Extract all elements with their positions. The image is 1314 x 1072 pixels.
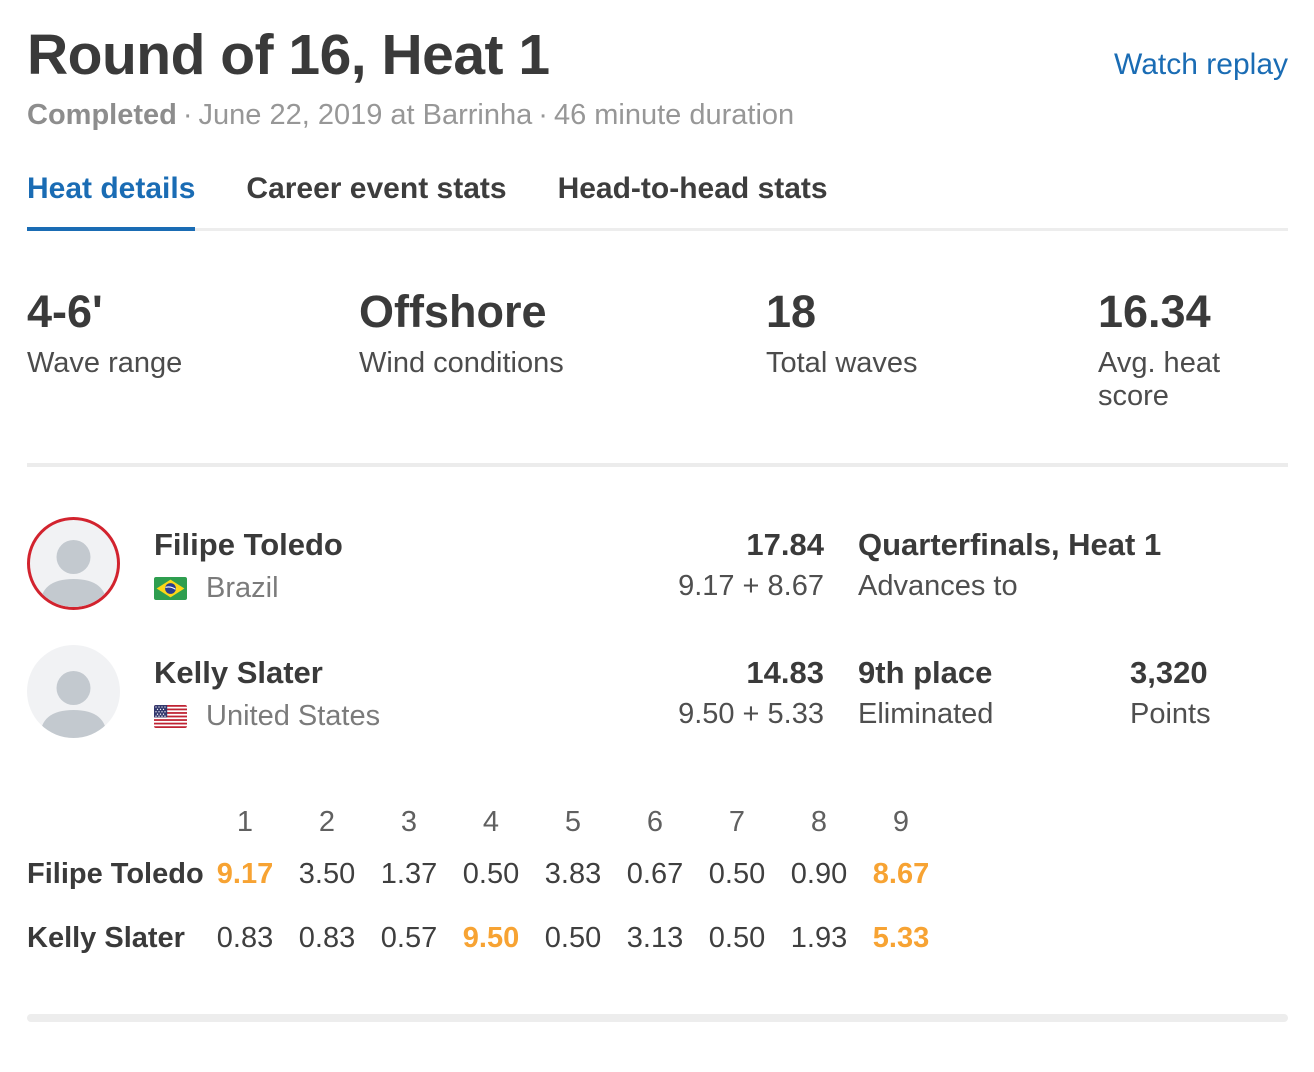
wave-score: 0.83 [298,921,356,954]
tab-heat-details[interactable]: Heat details [27,172,196,231]
wave-score: 8.67 [872,857,930,890]
wave-number: 2 [318,805,336,838]
wave-number: 3 [400,805,418,838]
surfer-country: Brazil [206,572,279,604]
surfer-score-block: 14.83 9.50 + 5.33 [678,655,824,731]
bottom-scroll-track [27,1014,1288,1022]
wave-number: 7 [728,805,746,838]
result-title: 9th place [858,655,993,690]
points-value: 3,320 [1130,655,1208,690]
tab-head-to-head-stats[interactable]: Head-to-head stats [557,172,828,205]
meta-separator: · [182,99,193,131]
stat-value: 18 [766,286,817,337]
wave-number: 5 [564,805,582,838]
stat-label: Avg. heat score [1098,347,1221,412]
watch-replay-link[interactable]: Watch replay [1114,48,1288,81]
surfer-row-kelly-slater: Kelly Slater [27,645,1288,738]
avatar-filipe-toledo [27,517,120,610]
avatar-kelly-slater [27,645,120,738]
page-title: Round of 16, Heat 1 [27,23,550,87]
wave-score: 0.90 [790,857,848,890]
stat-wind-conditions: Offshore Wind conditions [359,287,766,413]
stat-total-waves: 18 Total waves [766,287,1098,413]
stat-wave-range: 4-6' Wave range [27,287,359,413]
wave-number: 9 [892,805,910,838]
wave-score: 0.57 [380,921,438,954]
surfer-country: United States [206,700,381,732]
heat-duration: 46 minute duration [553,99,795,131]
wave-scores-table: 1 2 3 4 5 6 7 8 9 Filipe Toledo 9.17 3.5… [27,802,942,970]
wave-score-row-kelly-slater: Kelly Slater 0.83 0.83 0.57 9.50 0.50 3.… [27,906,942,970]
wave-score: 1.93 [790,921,848,954]
wave-score: 0.50 [708,857,766,890]
points-label: Points [1130,698,1211,730]
person-icon [40,671,107,738]
stat-value: 4-6' [27,286,103,337]
wave-score: 3.83 [544,857,602,890]
wave-score: 9.50 [462,921,520,954]
stat-avg-heat-score: 16.34 Avg. heat score [1098,287,1288,413]
result-title: Quarterfinals, Heat 1 [858,527,1162,562]
wave-score: 0.50 [462,857,520,890]
wave-score: 5.33 [872,921,930,954]
stat-label: Wind conditions [359,347,564,379]
row-surfer-name: Kelly Slater [27,921,185,954]
stat-value: Offshore [359,286,547,337]
heat-stats-strip: 4-6' Wave range Offshore Wind conditions… [27,287,1288,413]
wave-score: 9.17 [216,857,274,890]
wave-number: 1 [236,805,254,838]
surfer-row-filipe-toledo: Filipe Toledo Brazil 17.84 9.17 + 8.67 Q… [27,517,1288,610]
person-icon [40,540,107,607]
wave-score: 0.67 [626,857,684,890]
heat-date-location: June 22, 2019 at Barrinha [198,99,533,131]
stat-value: 16.34 [1098,286,1211,337]
wave-number-header-row: 1 2 3 4 5 6 7 8 9 [27,802,942,842]
brazil-flag-icon [154,577,187,600]
heat-details-page: Round of 16, Heat 1 Watch replay Complet… [0,22,1314,1022]
meta-separator: · [538,99,548,131]
surfer-identity: Kelly Slater [154,655,380,733]
wave-score: 3.13 [626,921,684,954]
stat-label: Total waves [766,347,918,379]
row-surfer-name: Filipe Toledo [27,857,204,890]
wave-score: 0.83 [216,921,274,954]
score-breakdown: 9.17 + 8.67 [678,570,824,602]
tab-career-event-stats[interactable]: Career event stats [246,172,507,205]
wave-number: 6 [646,805,664,838]
surfer-name: Filipe Toledo [154,527,343,562]
surfer-result-block: Quarterfinals, Heat 1 Advances to [858,527,1161,603]
result-subtitle: Advances to [858,570,1018,602]
page-header: Round of 16, Heat 1 Watch replay [27,22,1288,88]
wave-score: 3.50 [298,857,356,890]
surfer-score-block: 17.84 9.17 + 8.67 [678,527,824,603]
stat-label: Wave range [27,347,183,379]
wave-number: 4 [482,805,500,838]
heat-meta: Completed · June 22, 2019 at Barrinha · 46 m… [27,98,1288,132]
heat-status: Completed [27,99,177,131]
surfer-name: Kelly Slater [154,655,323,690]
wave-score: 0.50 [544,921,602,954]
wave-score: 0.50 [708,921,766,954]
surfer-identity: Filipe Toledo Brazil [154,527,343,605]
result-subtitle: Eliminated [858,698,994,730]
wave-score-row-filipe-toledo: Filipe Toledo 9.17 3.50 1.37 0.50 3.83 0… [27,842,942,906]
usa-flag-icon [154,705,187,728]
wave-score: 1.37 [380,857,438,890]
empty-header-cell [27,802,204,842]
surfer-result-block: 9th place Eliminated [858,655,993,731]
wave-number: 8 [810,805,828,838]
score-breakdown: 9.50 + 5.33 [678,698,824,730]
section-divider [27,463,1288,467]
tab-bar: Heat details Career event stats Head-to-… [27,172,1288,231]
heat-total-score: 17.84 [746,527,824,562]
heat-total-score: 14.83 [746,655,824,690]
points-block: 3,320 Points [1130,655,1211,731]
